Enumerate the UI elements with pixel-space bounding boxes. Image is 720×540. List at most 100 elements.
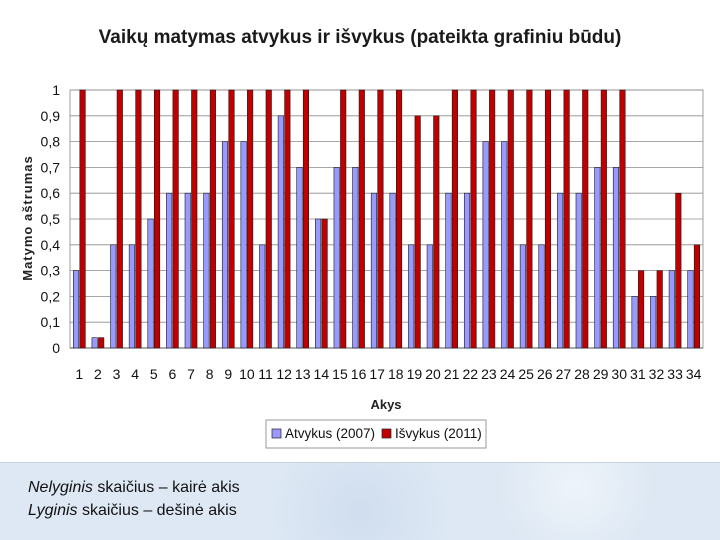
footnote-even-text: skaičius – dešinė akis: [77, 502, 237, 519]
x-tick-label: 9: [224, 366, 232, 382]
x-tick-label: 33: [667, 366, 683, 382]
x-tick-label: 22: [462, 366, 478, 382]
x-tick-label: 21: [444, 366, 460, 382]
legend-label-isvykus: Išvykus (2011): [395, 426, 482, 441]
bar-isvykus: [135, 89, 142, 349]
bar-isvykus: [675, 192, 682, 349]
x-tick-label: 29: [593, 366, 609, 382]
bar-atvykus: [482, 141, 489, 349]
bar-atvykus: [221, 141, 229, 349]
x-tick-label: 3: [113, 366, 121, 382]
bar-atvykus: [408, 244, 415, 349]
bar-isvykus: [433, 115, 440, 349]
chart-title: Vaikų matymas atvykus ir išvykus (pateik…: [99, 27, 622, 48]
bar-isvykus: [302, 89, 310, 349]
bar-atvykus: [277, 115, 284, 349]
y-axis-label: Matymo aštrumas: [20, 155, 35, 281]
bar-atvykus: [166, 192, 173, 349]
bar-atvykus: [333, 167, 340, 349]
x-tick-label: 28: [574, 366, 590, 382]
bar-atvykus: [352, 167, 359, 349]
bar-isvykus: [209, 89, 216, 349]
bar-isvykus: [172, 89, 179, 349]
bar-isvykus: [470, 89, 477, 349]
bar-atvykus: [463, 192, 471, 349]
x-tick-label: 34: [686, 366, 702, 382]
y-tick-label: 0,3: [41, 263, 61, 279]
bar-isvykus: [358, 89, 365, 349]
y-tick-label: 0: [52, 340, 60, 356]
legend-label-atvykus: Atvykus (2007): [285, 426, 375, 441]
bar-atvykus: [501, 141, 508, 349]
bar-isvykus: [265, 89, 272, 349]
footnote-odd-italic: Nelyginis: [28, 479, 93, 496]
bar-atvykus: [612, 167, 620, 349]
bar-isvykus: [600, 89, 607, 349]
bar-isvykus: [340, 89, 347, 349]
x-tick-label: 2: [94, 366, 102, 382]
x-tick-label: 20: [425, 366, 441, 382]
bar-isvykus: [377, 89, 384, 349]
footnote-even: Lyginis skaičius – dešinė akis: [28, 502, 237, 520]
legend: Atvykus (2007) Išvykus (2011): [265, 419, 487, 449]
bar-isvykus: [396, 89, 403, 349]
bar-isvykus: [284, 89, 291, 349]
x-tick-label: 8: [206, 366, 214, 382]
bar-isvykus: [321, 218, 328, 349]
x-tick-label: 30: [611, 366, 627, 382]
x-tick-label: 25: [518, 366, 534, 382]
y-tick-label: 0,1: [41, 314, 61, 330]
x-tick-label: 27: [556, 366, 572, 382]
bar-isvykus: [79, 89, 86, 349]
legend-box: [265, 419, 487, 449]
tick-labels: 00,10,20,30,40,50,60,70,80,911 2 3 4 5 6 7 8 9 10…: [41, 82, 702, 382]
bar-isvykus: [489, 89, 496, 349]
bar-atvykus: [650, 296, 657, 349]
bar-atvykus: [445, 192, 452, 349]
bar-isvykus: [451, 89, 458, 349]
x-tick-label: 7: [187, 366, 195, 382]
footnote-odd-text: skaičius – kairė akis: [92, 479, 240, 496]
bar-isvykus: [228, 89, 235, 349]
bar-atvykus: [240, 141, 247, 349]
y-tick-label: 0,6: [41, 185, 61, 201]
x-tick-label: 14: [314, 366, 330, 382]
bar-isvykus: [247, 89, 254, 349]
bar-isvykus: [563, 89, 570, 349]
footnote-even-italic: Lyginis: [28, 502, 78, 519]
x-tick-label: 5: [150, 366, 158, 382]
y-tick-label: 1: [52, 82, 60, 98]
y-tick-label: 0,8: [41, 134, 61, 150]
bar-isvykus: [507, 89, 514, 349]
bar-atvykus: [631, 296, 638, 349]
x-tick-label: 24: [500, 366, 516, 382]
bar-isvykus: [526, 89, 533, 349]
x-tick-label: 15: [332, 366, 348, 382]
bar-isvykus: [693, 244, 700, 349]
bar-isvykus: [116, 89, 123, 349]
bar-atvykus: [594, 167, 601, 349]
x-tick-label: 19: [407, 366, 423, 382]
x-tick-label: 16: [351, 366, 367, 382]
x-tick-label: 4: [131, 366, 139, 382]
x-tick-label: 26: [537, 366, 553, 382]
bar-atvykus: [315, 218, 322, 349]
bar-isvykus: [656, 270, 663, 349]
y-tick-label: 0,2: [41, 288, 61, 304]
bar-atvykus: [687, 270, 694, 349]
bar-atvykus: [128, 244, 135, 349]
bar-atvykus: [426, 244, 433, 349]
x-tick-label: 11: [258, 366, 273, 382]
bar-isvykus: [619, 89, 626, 349]
x-tick-label: 6: [168, 366, 176, 382]
bar-atvykus: [91, 337, 98, 349]
x-tick-label: 31: [630, 366, 646, 382]
bar-atvykus: [557, 192, 564, 349]
x-tick-label: 13: [295, 366, 311, 382]
x-axis-label: Akys: [370, 397, 401, 412]
bar-atvykus: [370, 192, 377, 349]
x-tick-label: 17: [369, 366, 385, 382]
chart-panel: Vaikų matymas atvykus ir išvykus (pateik…: [0, 0, 720, 463]
bar-isvykus: [98, 337, 105, 349]
y-tick-label: 0,4: [41, 237, 61, 253]
